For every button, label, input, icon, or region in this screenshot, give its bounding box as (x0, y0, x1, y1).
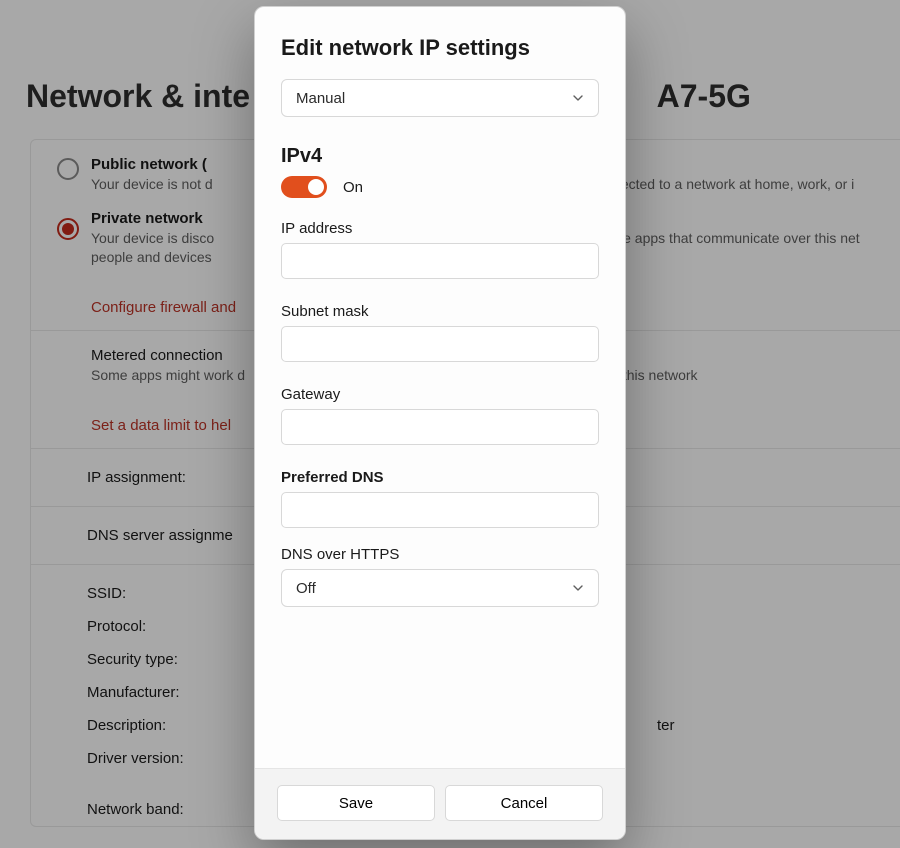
ipv4-toggle[interactable] (281, 176, 327, 198)
gateway-label: Gateway (281, 386, 599, 403)
ipv4-toggle-row: On (281, 176, 599, 198)
dialog-footer: Save Cancel (255, 768, 625, 839)
dialog-body: Edit network IP settings Manual IPv4 On … (255, 7, 625, 768)
chevron-down-icon (572, 92, 584, 104)
ipv4-toggle-state: On (343, 179, 363, 196)
preferred-dns-label: Preferred DNS (281, 469, 599, 486)
save-button[interactable]: Save (277, 785, 435, 821)
dns-over-https-label: DNS over HTTPS (281, 546, 599, 563)
ip-address-label: IP address (281, 220, 599, 237)
chevron-down-icon (572, 582, 584, 594)
preferred-dns-input[interactable] (281, 492, 599, 528)
dialog-title: Edit network IP settings (281, 35, 599, 61)
edit-ip-settings-dialog: Edit network IP settings Manual IPv4 On … (254, 6, 626, 840)
dns-over-https-select[interactable]: Off (281, 569, 599, 607)
cancel-button[interactable]: Cancel (445, 785, 603, 821)
ip-address-input[interactable] (281, 243, 599, 279)
ip-mode-select-value: Manual (296, 90, 345, 107)
dns-over-https-select-value: Off (296, 580, 316, 597)
subnet-mask-label: Subnet mask (281, 303, 599, 320)
ip-mode-select[interactable]: Manual (281, 79, 599, 117)
ipv4-heading: IPv4 (281, 145, 599, 168)
subnet-mask-input[interactable] (281, 326, 599, 362)
gateway-input[interactable] (281, 409, 599, 445)
